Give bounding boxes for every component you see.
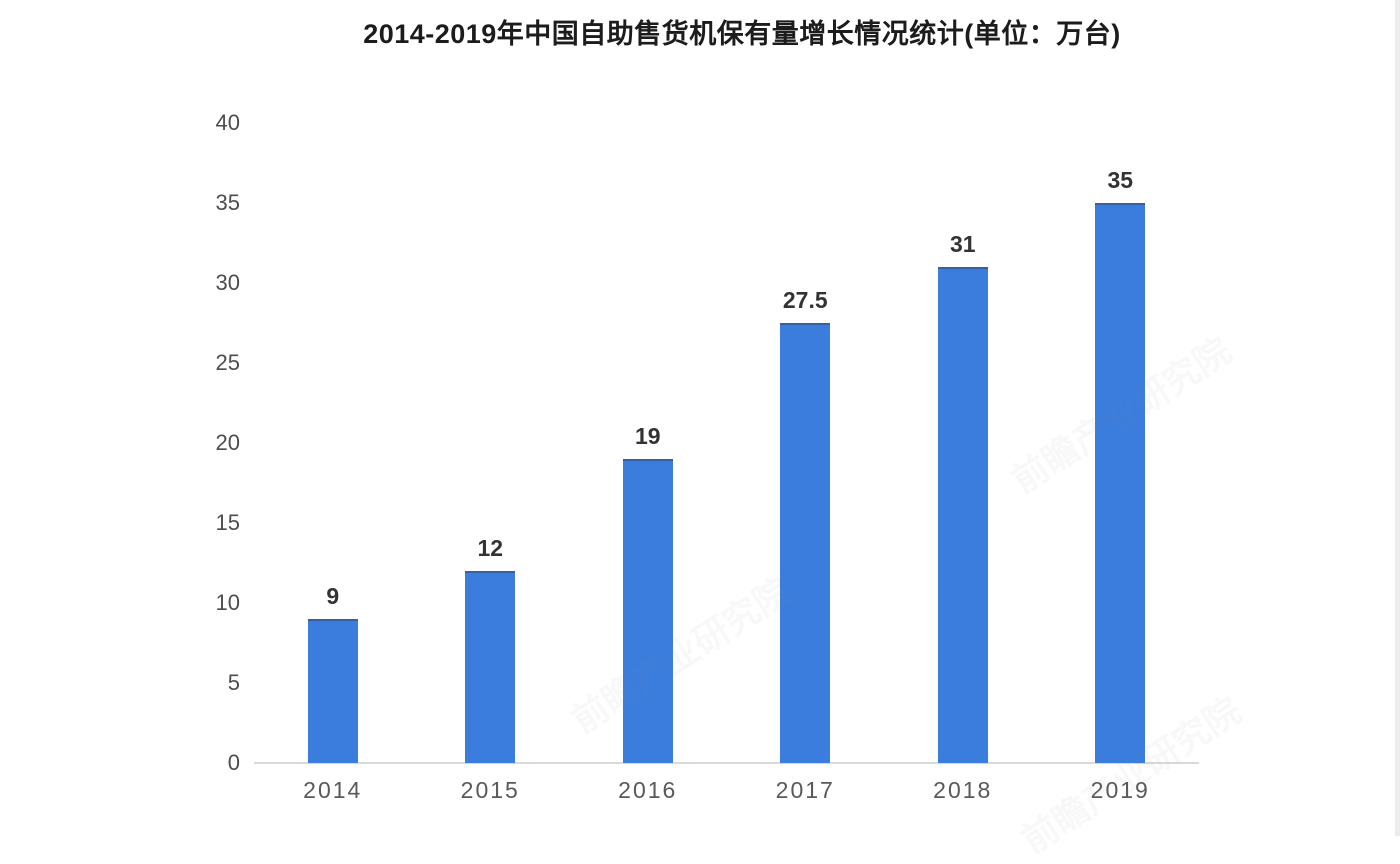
x-axis-line xyxy=(254,762,1199,764)
bar-2017 xyxy=(780,323,831,763)
bar-value-label: 35 xyxy=(1107,167,1134,193)
x-axis-label: 2019 xyxy=(1090,777,1150,803)
y-axis-label: 20 xyxy=(215,430,240,455)
y-axis-label: 10 xyxy=(215,590,240,615)
bar-value-label: 9 xyxy=(326,583,340,609)
bar-2018 xyxy=(937,267,988,763)
bar-2015 xyxy=(465,571,516,763)
y-axis-label: 0 xyxy=(227,750,240,775)
y-axis-label: 40 xyxy=(215,110,240,135)
y-axis-label: 30 xyxy=(215,270,240,295)
x-axis-label: 2017 xyxy=(775,777,835,803)
plot-area: 9 12 19 27.5 31 35 xyxy=(254,123,1199,764)
bar-2016 xyxy=(622,459,673,763)
chart-title: 2014-2019年中国自助售货机保有量增长情况统计(单位：万台) xyxy=(363,19,1121,49)
y-axis-label: 35 xyxy=(215,190,240,215)
x-axis-label: 2015 xyxy=(460,777,520,803)
bar-value-label: 27.5 xyxy=(782,287,828,313)
x-axis-labels: 2014 2015 2016 2017 2018 2019 xyxy=(254,777,1199,811)
x-axis-label: 2014 xyxy=(303,777,363,803)
bar-2019 xyxy=(1095,203,1146,763)
bar-value-label: 12 xyxy=(477,535,504,561)
y-axis-label: 15 xyxy=(215,510,240,535)
chart-page: 2014-2019年中国自助售货机保有量增长情况统计(单位：万台) 0 5 10 15… xyxy=(0,0,1400,836)
x-axis-label: 2018 xyxy=(933,777,993,803)
bar-2014 xyxy=(307,619,358,763)
bar-value-label: 19 xyxy=(634,423,661,449)
y-axis-label: 25 xyxy=(215,350,240,375)
bar-value-label: 31 xyxy=(949,231,976,257)
y-axis-label: 5 xyxy=(227,670,240,695)
screenshot-edge-strip xyxy=(1395,0,1400,836)
x-axis-label: 2016 xyxy=(618,777,678,803)
y-axis: 0 5 10 15 20 25 30 35 40 xyxy=(0,111,240,775)
